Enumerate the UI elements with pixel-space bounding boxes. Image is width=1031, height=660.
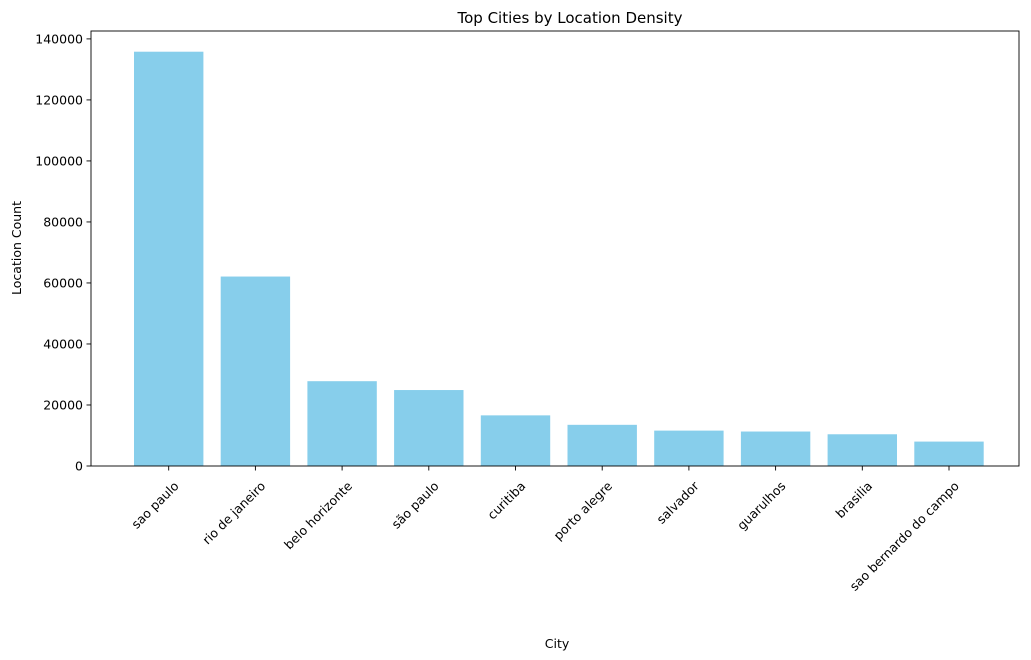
bar bbox=[567, 424, 637, 466]
plot-frame bbox=[90, 30, 1020, 467]
y-tick-label: 120000 bbox=[35, 92, 83, 107]
bars bbox=[134, 51, 984, 467]
x-tick-label: curitiba bbox=[484, 478, 528, 522]
y-tick-label: 0 bbox=[75, 459, 83, 474]
x-tick-label: salvador bbox=[653, 478, 702, 527]
y-tick-label: 80000 bbox=[43, 214, 83, 229]
y-axis: 0 20000 40000 60000 80000 100000 120000 140000 bbox=[35, 31, 91, 474]
bar bbox=[220, 276, 291, 466]
y-tick-label: 60000 bbox=[43, 275, 83, 290]
x-tick-label: brasilia bbox=[833, 478, 876, 521]
x-tick-label: rio de janeiro bbox=[199, 478, 268, 547]
bar bbox=[827, 434, 897, 466]
bar bbox=[740, 431, 811, 466]
y-tick-label: 140000 bbox=[35, 31, 83, 46]
x-tick-label: belo horizonte bbox=[281, 478, 355, 552]
y-tick-label: 20000 bbox=[43, 397, 83, 412]
bar bbox=[654, 430, 724, 466]
bar bbox=[914, 441, 984, 466]
x-tick-label: guarulhos bbox=[734, 478, 789, 533]
y-tick-label: 100000 bbox=[35, 153, 83, 168]
y-tick-label: 40000 bbox=[43, 336, 83, 351]
bar bbox=[480, 415, 551, 466]
x-axis-label: City bbox=[545, 636, 570, 651]
chart-title: Top Cities by Location Density bbox=[457, 9, 683, 27]
bar bbox=[134, 51, 204, 467]
bar bbox=[394, 390, 464, 466]
x-tick-label: sao paulo bbox=[128, 478, 181, 531]
x-axis: sao paulo rio de janeiro belo horizonte são… bbox=[128, 466, 962, 594]
y-axis-label: Location Count bbox=[9, 201, 24, 295]
x-tick-label: são paulo bbox=[388, 478, 441, 531]
bar bbox=[307, 381, 377, 466]
x-tick-label: porto alegre bbox=[550, 478, 615, 543]
